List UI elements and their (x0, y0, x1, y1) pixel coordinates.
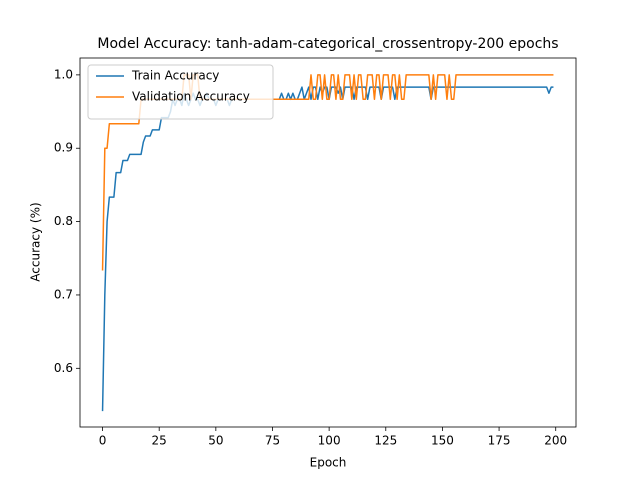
x-axis-label: Epoch (310, 456, 347, 470)
x-tick-label: 150 (431, 434, 454, 448)
x-tick-label: 100 (318, 434, 341, 448)
x-tick-label: 75 (265, 434, 280, 448)
legend-box (87, 64, 274, 120)
x-tick-label: 50 (208, 434, 223, 448)
chart-title: Model Accuracy: tanh-adam-categorical_cr… (97, 36, 558, 52)
x-tick-label: 175 (488, 434, 511, 448)
y-axis-label: Accuracy (%) (29, 202, 43, 281)
x-tick-label: 125 (374, 434, 397, 448)
x-tick-label: 25 (152, 434, 167, 448)
y-tick-label: 1.0 (54, 67, 73, 81)
y-tick-label: 0.8 (54, 214, 73, 228)
x-tick-label: 0 (99, 434, 107, 448)
y-tick-label: 0.7 (54, 287, 73, 301)
x-tick-label: 200 (544, 434, 567, 448)
y-tick-label: 0.6 (54, 361, 73, 375)
legend-label: Train Accuracy (131, 69, 219, 83)
legend-label: Validation Accuracy (132, 90, 250, 104)
y-tick-label: 0.9 (54, 141, 73, 155)
axes-frame (79, 57, 577, 428)
